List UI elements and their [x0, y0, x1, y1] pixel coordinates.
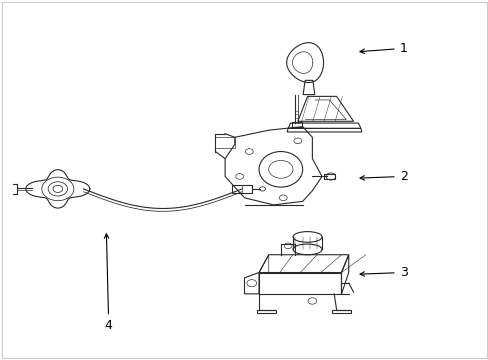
Bar	[331, 310, 350, 314]
Text: 2: 2	[359, 170, 407, 183]
Bar	[215, 137, 234, 148]
Bar	[256, 310, 275, 314]
Text: 4: 4	[104, 234, 112, 332]
Text: 3: 3	[359, 266, 407, 279]
Bar	[232, 185, 251, 193]
Bar	[291, 122, 301, 127]
Bar	[324, 174, 334, 179]
Text: 1: 1	[359, 42, 407, 55]
